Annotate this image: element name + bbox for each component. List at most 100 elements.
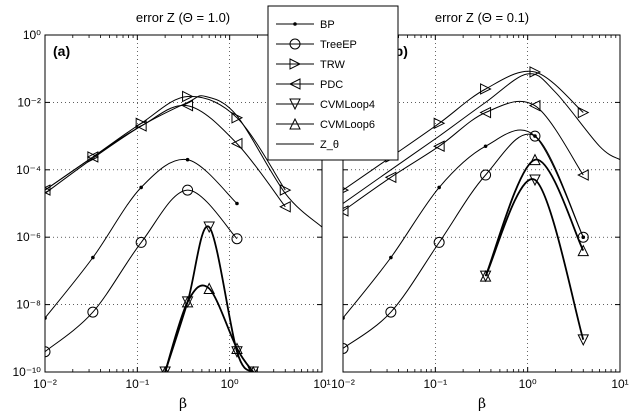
data-point-treeep	[385, 306, 397, 318]
data-point-cvmloop6	[231, 342, 243, 354]
data-point-pdc	[181, 99, 194, 112]
legend-label: CVMLoop6	[320, 119, 375, 131]
data-point-cvmloop4	[203, 221, 215, 234]
series-line-pdc	[45, 104, 286, 208]
legend-entry-z: Z_θ	[276, 139, 339, 151]
y-tick-label: 10⁻²	[17, 95, 41, 109]
legend-marker-cvmloop6	[289, 117, 301, 130]
data-point-trw	[480, 83, 492, 95]
panel-title-a: error Z (Θ = 1.0)	[136, 10, 230, 25]
legend-marker-pdc	[288, 78, 301, 90]
x-tick-label: 10⁰	[519, 377, 537, 391]
y-tick-label: 10⁻⁶	[16, 230, 41, 244]
x-axis-label-a: β	[179, 396, 187, 412]
legend-label: CVMLoop4	[320, 99, 375, 111]
data-point-bp	[139, 185, 143, 190]
data-point-pdc	[479, 106, 492, 119]
series-line-cvmloop6	[484, 158, 585, 277]
legend-marker-treeep	[289, 38, 301, 50]
data-point-cvmloop6	[529, 153, 541, 166]
data-point-pdc	[343, 205, 349, 217]
data-point-cvmloop4	[577, 334, 590, 346]
legend-label: Z_θ	[320, 139, 339, 151]
x-tick-label: 10⁰	[221, 377, 239, 391]
data-point-trw	[577, 106, 590, 119]
legend-label: TRW	[320, 59, 345, 71]
series-line-z	[343, 73, 620, 204]
x-tick-label: 10⁻²	[33, 377, 57, 391]
panel-label-a: (a)	[53, 43, 70, 59]
data-point-cvmloop4	[529, 174, 541, 187]
x-tick-label: 10¹	[313, 377, 330, 391]
y-tick-label: 10⁰	[23, 28, 41, 42]
x-tick-label: 10⁻¹	[125, 377, 149, 391]
data-point-trw	[182, 90, 194, 103]
plot-frame-a	[44, 34, 323, 373]
data-point-cvmloop6	[577, 244, 590, 257]
legend: BP TreeEP TRW PDC CVMLoop4 CVMLoop6 Z_θ	[267, 5, 399, 161]
legend-marker-bp	[293, 22, 297, 26]
legend-items: BP TreeEP TRW PDC CVMLoop4 CVMLoop6 Z_θ	[276, 19, 375, 151]
x-tick-label: 10¹	[611, 377, 628, 391]
legend-label: PDC	[320, 79, 343, 91]
data-point-treeep	[182, 184, 194, 196]
y-tick-label: 10⁻⁴	[16, 163, 41, 177]
series-line-treeep	[343, 133, 584, 349]
data-point-treeep	[480, 169, 492, 181]
data-point-pdc	[135, 120, 147, 132]
series-line-trw	[45, 95, 286, 191]
x-axis-label-b: β	[478, 396, 486, 412]
data-point-treeep	[343, 342, 349, 354]
grid-b	[343, 35, 620, 372]
data-point-bp	[389, 255, 393, 260]
curves-b	[343, 66, 620, 354]
legend-entry-bp: BP	[276, 19, 335, 31]
data-point-pdc	[384, 171, 397, 184]
data-point-pdc	[433, 140, 445, 153]
y-tick-label: 10⁻¹⁰	[13, 365, 42, 379]
curves-a	[45, 90, 322, 372]
x-tick-label: 10⁻¹	[423, 377, 447, 391]
data-point-trw	[433, 117, 446, 130]
plot-frame-b	[342, 34, 621, 373]
legend-label: BP	[320, 19, 335, 31]
ticks-b: 10⁻² 10⁻¹ 10⁰ 10¹	[331, 34, 629, 391]
series-line-bp	[45, 158, 238, 319]
ticks-a: 10⁻² 10⁻¹ 10⁰ 10¹ 10⁻¹⁰ 10⁻⁸ 10⁻⁶ 10⁻⁴ 10⁻² 10⁰	[13, 28, 331, 391]
data-point-pdc	[230, 137, 243, 150]
y-tick-label: 10⁻⁸	[16, 298, 41, 312]
panel-a: 10⁻² 10⁻¹ 10⁰ 10¹ 10⁻¹⁰ 10⁻⁸ 10⁻⁶ 10⁻⁴ 10⁻² 10⁰ e…	[13, 10, 331, 412]
data-point-bp	[483, 144, 488, 149]
series-line-cvmloop6	[164, 284, 254, 372]
series-line-cvmloop4	[164, 225, 254, 372]
series-line-cvmloop4	[484, 178, 585, 341]
legend-entry-treeep: TreeEP	[276, 38, 357, 51]
data-point-pdc	[279, 200, 291, 213]
series-line-treeep	[45, 189, 238, 353]
panel-title-b: error Z (Θ = 0.1)	[435, 10, 529, 25]
legend-marker-cvmloop4	[289, 98, 301, 111]
data-point-bp	[185, 157, 190, 162]
data-point-treeep	[45, 346, 51, 358]
legend-entry-pdc: PDC	[276, 78, 343, 91]
data-point-treeep	[529, 130, 541, 142]
legend-entry-cvmloop4: CVMLoop4	[276, 98, 375, 111]
x-tick-label: 10⁻²	[331, 377, 355, 391]
legend-box	[267, 5, 399, 161]
legend-entry-cvmloop6: CVMLoop6	[276, 117, 375, 131]
data-point-cvmloop6	[203, 282, 215, 295]
series-line-bp	[343, 129, 584, 319]
legend-entry-trw: TRW	[276, 58, 345, 71]
data-point-bp	[91, 255, 95, 260]
data-point-cvmloop6	[479, 270, 492, 282]
data-point-treeep	[135, 236, 147, 248]
data-point-bp	[235, 201, 239, 206]
data-point-pdc	[528, 99, 541, 112]
legend-label: TreeEP	[320, 39, 357, 51]
panel-b: 10⁻² 10⁻¹ 10⁰ 10¹ error Z (Θ = 0.1) (b) β	[331, 10, 629, 412]
series-line-z	[45, 95, 322, 228]
data-point-bp	[437, 185, 441, 190]
data-point-treeep	[231, 233, 243, 245]
data-point-pdc	[86, 151, 99, 163]
